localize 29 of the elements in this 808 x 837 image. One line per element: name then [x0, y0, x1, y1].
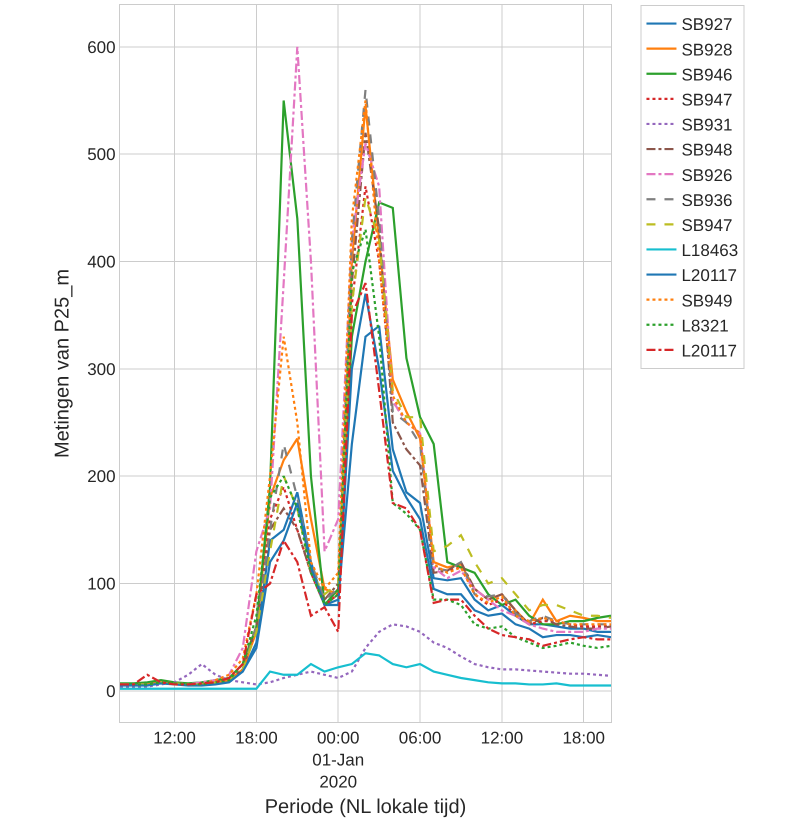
legend-label: SB928	[681, 40, 733, 60]
x-tick-label: 12:00	[153, 728, 196, 748]
x-tick-label: 00:00 01-Jan 2020	[312, 728, 364, 792]
x-tick-label: 12:00	[480, 728, 524, 748]
y-tick-label: 300	[87, 360, 116, 379]
y-tick-label: 400	[87, 252, 116, 272]
x-axis-title: Periode (NL lokale tijd)	[264, 796, 466, 818]
legend-label: L20117	[681, 341, 737, 360]
x-tick-label: 06:00	[398, 728, 442, 748]
legend-label: L8321	[681, 316, 729, 336]
legend-label: SB926	[681, 166, 733, 185]
legend-label: SB947	[681, 216, 733, 235]
y-tick-label: 500	[87, 145, 116, 164]
legend-label: SB946	[681, 65, 733, 84]
legend-label: SB931	[681, 116, 733, 135]
x-tick-label: 18:00	[235, 728, 278, 748]
legend-label: L18463	[681, 241, 738, 260]
y-tick-label: 200	[87, 467, 116, 486]
x-tick-label: 18:00	[562, 728, 605, 748]
y-tick-label: 100	[87, 574, 116, 594]
y-tick-label: 0	[106, 682, 116, 701]
legend-label: SB936	[681, 190, 733, 210]
legend-label: SB927	[681, 15, 733, 34]
legend-label: SB949	[681, 291, 733, 310]
legend-label: L20117	[681, 266, 737, 286]
y-axis-title: Metingen van P25_m	[52, 268, 74, 458]
y-tick-label: 600	[87, 38, 116, 57]
legend-label: SB948	[681, 140, 733, 160]
legend-label: SB947	[681, 90, 733, 110]
